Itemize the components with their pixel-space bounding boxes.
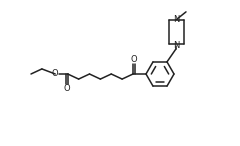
Text: O: O — [52, 69, 59, 78]
Text: O: O — [131, 55, 137, 64]
Text: O: O — [63, 84, 70, 93]
Text: N: N — [173, 41, 179, 50]
Text: N: N — [173, 15, 179, 24]
